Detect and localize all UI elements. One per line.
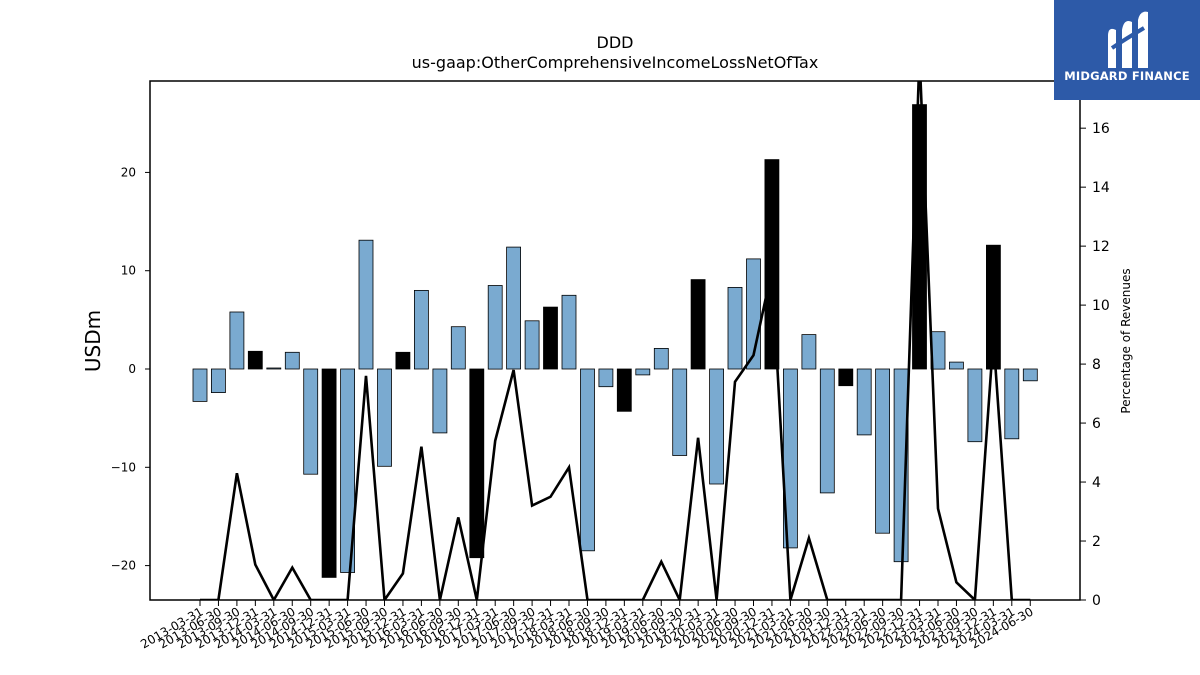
bar [524,320,540,370]
bar [321,368,337,578]
bar [506,246,522,370]
bar [727,286,743,370]
bar [450,326,466,370]
y2-tick-label: 16 [1092,121,1110,137]
bar [377,368,392,467]
bar [986,244,1001,370]
y-tick-label: −10 [111,460,136,474]
plot-area: −20−100102002468101214162013-03-312013-0… [111,81,1110,651]
y2-tick-label: 12 [1092,239,1110,255]
y2-axis-label: Percentage of Revenues [1119,268,1133,413]
bar [561,294,577,370]
bar [432,368,448,434]
y2-tick-label: 4 [1092,475,1101,491]
bar [949,361,964,370]
y2-tick-label: 14 [1092,180,1110,196]
bar [838,368,854,387]
bar [875,368,890,534]
bar [967,368,983,443]
bar [543,306,558,370]
chart-subtitle: us-gaap:OtherComprehensiveIncomeLossNetO… [412,53,819,72]
y-axis-label: USDm [81,310,105,372]
bar [635,368,651,376]
chart-title: DDD [597,33,634,52]
bar [487,285,503,370]
brand-logo-icon [1108,11,1148,68]
bar [395,351,411,370]
bar [819,368,835,494]
bar [210,368,226,394]
y-tick-label: −20 [111,559,136,573]
bar [598,368,614,388]
bar [192,368,208,402]
brand-name: MIDGARD FINANCE [1064,69,1190,83]
bar [709,368,724,485]
y-tick-label: 0 [128,362,136,376]
bar [672,368,688,456]
y2-tick-label: 0 [1092,593,1101,609]
y2-tick-label: 10 [1092,298,1110,314]
bar [413,289,429,370]
bar [1022,368,1038,382]
bar [340,368,356,573]
y2-tick-label: 2 [1092,534,1101,550]
bar [469,368,485,559]
bar [1004,368,1020,440]
bar [303,368,319,475]
bar [247,350,263,370]
bar [284,351,300,370]
plot-frame [149,80,1081,601]
bar [358,239,374,370]
bar [266,367,282,370]
bar [856,368,872,436]
y-tick-label: 20 [121,165,136,179]
y2-tick-label: 6 [1092,416,1101,432]
bar [580,368,595,552]
bar [616,368,632,412]
bar [690,279,706,370]
bar [653,347,669,370]
y2-tick-label: 8 [1092,357,1101,373]
bar [229,311,245,370]
brand-logo: MIDGARD FINANCE [1054,0,1200,100]
y-tick-label: 10 [121,264,136,278]
bar [801,334,817,370]
